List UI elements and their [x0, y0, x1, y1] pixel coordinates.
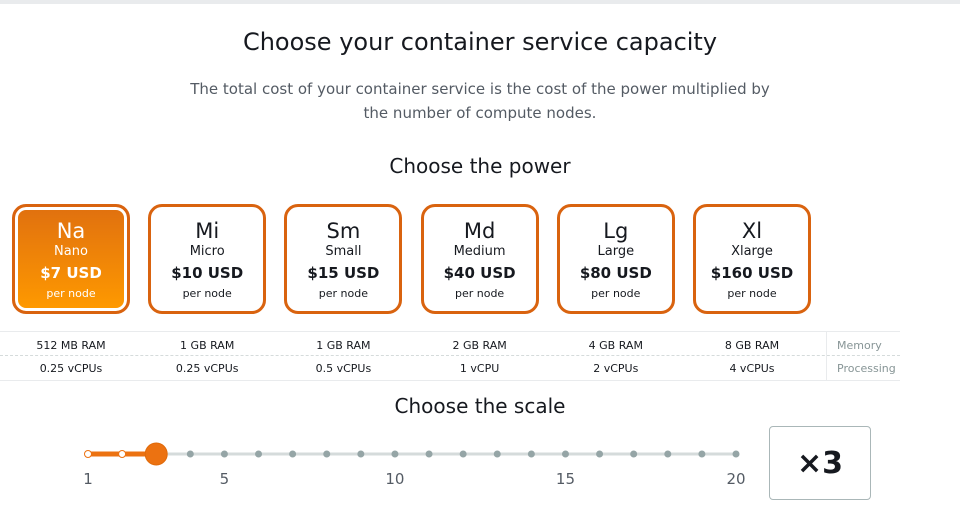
step-dot [323, 450, 331, 458]
step-dot [255, 450, 263, 458]
scale-heading: Choose the scale [394, 394, 566, 418]
step-dot [493, 450, 501, 458]
step-dot [289, 450, 297, 458]
step-dot [186, 450, 194, 458]
divider [0, 355, 900, 356]
step-dot [630, 450, 638, 458]
step-dot [664, 450, 672, 458]
processing: 0.25 vCPUs [175, 362, 239, 375]
step-dot [391, 450, 399, 458]
processing: 1 vCPU [459, 362, 500, 375]
power-heading: Choose the power [389, 154, 571, 178]
memory: 4 GB RAM [588, 339, 643, 352]
processing: 0.25 vCPUs [39, 362, 103, 375]
memory: 1 GB RAM [316, 339, 371, 352]
step-dot [425, 450, 433, 458]
option-price: $160 USD [710, 264, 794, 282]
tick-label: 5 [220, 470, 230, 488]
option-name: Micro [189, 244, 225, 259]
option-name: Large [597, 244, 635, 259]
option-unit: per node [182, 287, 232, 300]
divider [0, 331, 900, 332]
divider [0, 380, 900, 381]
step-dot [357, 450, 365, 458]
option-abbr: Md [463, 219, 496, 243]
step-dot [118, 450, 127, 458]
slider[interactable]: 1 5 10 15 20 [0, 430, 760, 500]
option-price: $80 USD [579, 264, 652, 282]
processing: 0.5 vCPUs [315, 362, 372, 375]
option-unit: per node [318, 287, 368, 300]
option-name: Xlarge [731, 244, 773, 259]
step-dot [459, 450, 467, 458]
power-option[interactable]: Xl Xlarge $160 USD per node [693, 204, 811, 314]
option-name: Small [325, 244, 362, 259]
option-abbr: Mi [195, 219, 220, 243]
option-price: $40 USD [443, 264, 516, 282]
backdrop-strip [0, 0, 960, 4]
tick-label: 1 [83, 470, 93, 488]
option-abbr: Lg [603, 219, 629, 243]
title: Choose your container service capacity [242, 28, 718, 56]
step-dot [220, 450, 228, 458]
option-unit: per node [727, 287, 777, 300]
divider [826, 331, 827, 381]
processing: 4 vCPUs [729, 362, 775, 375]
slider-knob [144, 442, 168, 466]
option-unit: per node [591, 287, 641, 300]
option-price: $10 USD [171, 264, 244, 282]
option-abbr: Sm [326, 219, 361, 243]
step-dot [596, 450, 604, 458]
memory: 2 GB RAM [452, 339, 507, 352]
step-dot [698, 450, 706, 458]
memory: 512 MB RAM [36, 339, 106, 352]
tick-label: 20 [726, 470, 745, 488]
power-option[interactable]: Mi Micro $10 USD per node [148, 204, 267, 314]
power-option[interactable]: Na Nano $7 USD per node [12, 204, 130, 314]
step-dot [732, 450, 740, 458]
option-abbr: Xl [741, 219, 763, 243]
step-dot [84, 450, 92, 458]
step-dot [527, 450, 535, 458]
power-option[interactable]: Sm Small $15 USD per node [284, 204, 403, 314]
option-abbr: Na [56, 219, 86, 243]
option-price: $15 USD [307, 264, 380, 282]
option-unit: per node [454, 287, 505, 300]
memory: 1 GB RAM [180, 339, 235, 352]
option-unit: per node [46, 287, 96, 300]
tick-label: 15 [556, 470, 575, 488]
scale-display[interactable]: ×3 [769, 426, 871, 500]
row-label: Processing [837, 362, 896, 375]
row-label: Memory [837, 339, 882, 352]
option-name: Nano [54, 244, 88, 259]
option-name: Medium [453, 244, 506, 259]
memory: 8 GB RAM [724, 339, 780, 352]
power-option[interactable]: Lg Large $80 USD per node [556, 204, 675, 314]
step-dot [561, 450, 569, 458]
power-option[interactable]: Md Medium $40 USD per node [420, 204, 539, 314]
option-price: $7 USD [40, 264, 102, 282]
tick-label: 10 [385, 470, 404, 488]
processing: 2 vCPUs [593, 362, 639, 375]
description: The total cost of your container service… [190, 80, 770, 122]
